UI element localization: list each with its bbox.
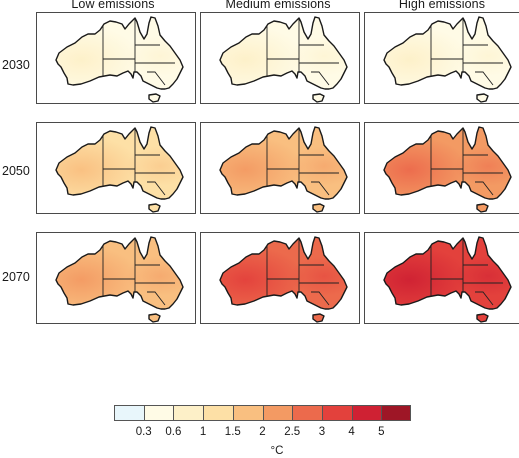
map-panel-2070-medium [200, 232, 360, 324]
tasmania [148, 313, 161, 323]
state-borders [430, 238, 503, 306]
eastern-warming-area [56, 237, 183, 309]
row-label-2050: 2050 [2, 164, 30, 178]
australia-map [219, 16, 348, 103]
eastern-warming-area [220, 237, 347, 309]
eastern-warming-area [220, 17, 347, 89]
colorbar-tick-label: 2 [259, 426, 266, 438]
map-panel-2030-high [364, 12, 519, 104]
mainland-coastline [219, 16, 348, 90]
state-borders [266, 128, 339, 196]
australia-map [219, 126, 348, 213]
mainland-coastline [219, 236, 348, 310]
tasmania [312, 203, 325, 213]
state-borders [102, 128, 175, 196]
australia-map [55, 16, 184, 103]
column-header-high-emissions: High emissions [398, 0, 486, 11]
colorbar-swatch [292, 405, 323, 421]
state-borders [102, 18, 175, 86]
tasmania [148, 203, 161, 213]
map-panel-2050-high [364, 122, 519, 214]
mainland-coastline [383, 126, 512, 200]
row-label-2030: 2030 [2, 58, 30, 72]
state-borders [430, 128, 503, 196]
colorbar-swatch [114, 405, 145, 421]
colorbar-swatch [351, 405, 382, 421]
state-borders [102, 238, 175, 306]
temperature-colorbar [114, 405, 412, 423]
map-panel-2050-medium [200, 122, 360, 214]
colorbar-tick-label: 5 [378, 426, 385, 438]
australia-map [55, 236, 184, 323]
colorbar-unit-label: °C [270, 445, 284, 457]
australia-map [55, 126, 184, 213]
colorbar-tick-label: 3 [318, 426, 326, 438]
mainland-coastline [383, 236, 512, 310]
colorbar-tick-label: 4 [348, 426, 355, 438]
eastern-warming-area [220, 127, 347, 199]
tasmania [476, 203, 489, 213]
eastern-warming-area [384, 127, 511, 199]
colorbar-swatch [203, 405, 234, 421]
australia-map [383, 236, 512, 323]
map-panel-2050-low [36, 122, 196, 214]
mainland-coastline [219, 126, 348, 200]
tasmania [476, 93, 489, 103]
mainland-coastline [55, 236, 184, 310]
australia-map [219, 236, 348, 323]
tasmania [312, 93, 325, 103]
eastern-warming-area [384, 17, 511, 89]
colorbar-tick-label: 0.6 [165, 426, 182, 438]
state-borders [266, 238, 339, 306]
mainland-coastline [55, 126, 184, 200]
row-label-2070: 2070 [2, 270, 30, 284]
colorbar-tick-label: 0.3 [135, 426, 152, 438]
colorbar-swatch [232, 405, 263, 421]
australia-map [383, 126, 512, 213]
eastern-warming-area [56, 127, 183, 199]
map-panel-2070-high [364, 232, 519, 324]
colorbar-swatch [321, 405, 353, 421]
eastern-warming-area [56, 17, 183, 89]
colorbar-swatch [381, 405, 412, 421]
colorbar-tick-label: 1.5 [224, 426, 241, 438]
mainland-coastline [55, 16, 184, 90]
tasmania [312, 313, 325, 323]
map-panel-2030-medium [200, 12, 360, 104]
state-borders [266, 18, 339, 86]
column-header-medium-emissions: Medium emissions [225, 0, 331, 11]
tasmania [148, 93, 161, 103]
map-panel-2070-low [36, 232, 196, 324]
column-header-low-emissions: Low emissions [71, 0, 155, 11]
colorbar-swatch [262, 405, 293, 421]
australia-map [383, 16, 512, 103]
colorbar-tick-label: 2.5 [284, 426, 301, 438]
colorbar-tick-label: 1 [199, 426, 207, 438]
colorbar-swatch [143, 405, 174, 421]
map-panel-2030-low [36, 12, 196, 104]
state-borders [430, 18, 503, 86]
mainland-coastline [383, 16, 512, 90]
tasmania [476, 313, 489, 323]
eastern-warming-area [384, 237, 511, 309]
colorbar-swatch [173, 405, 204, 421]
